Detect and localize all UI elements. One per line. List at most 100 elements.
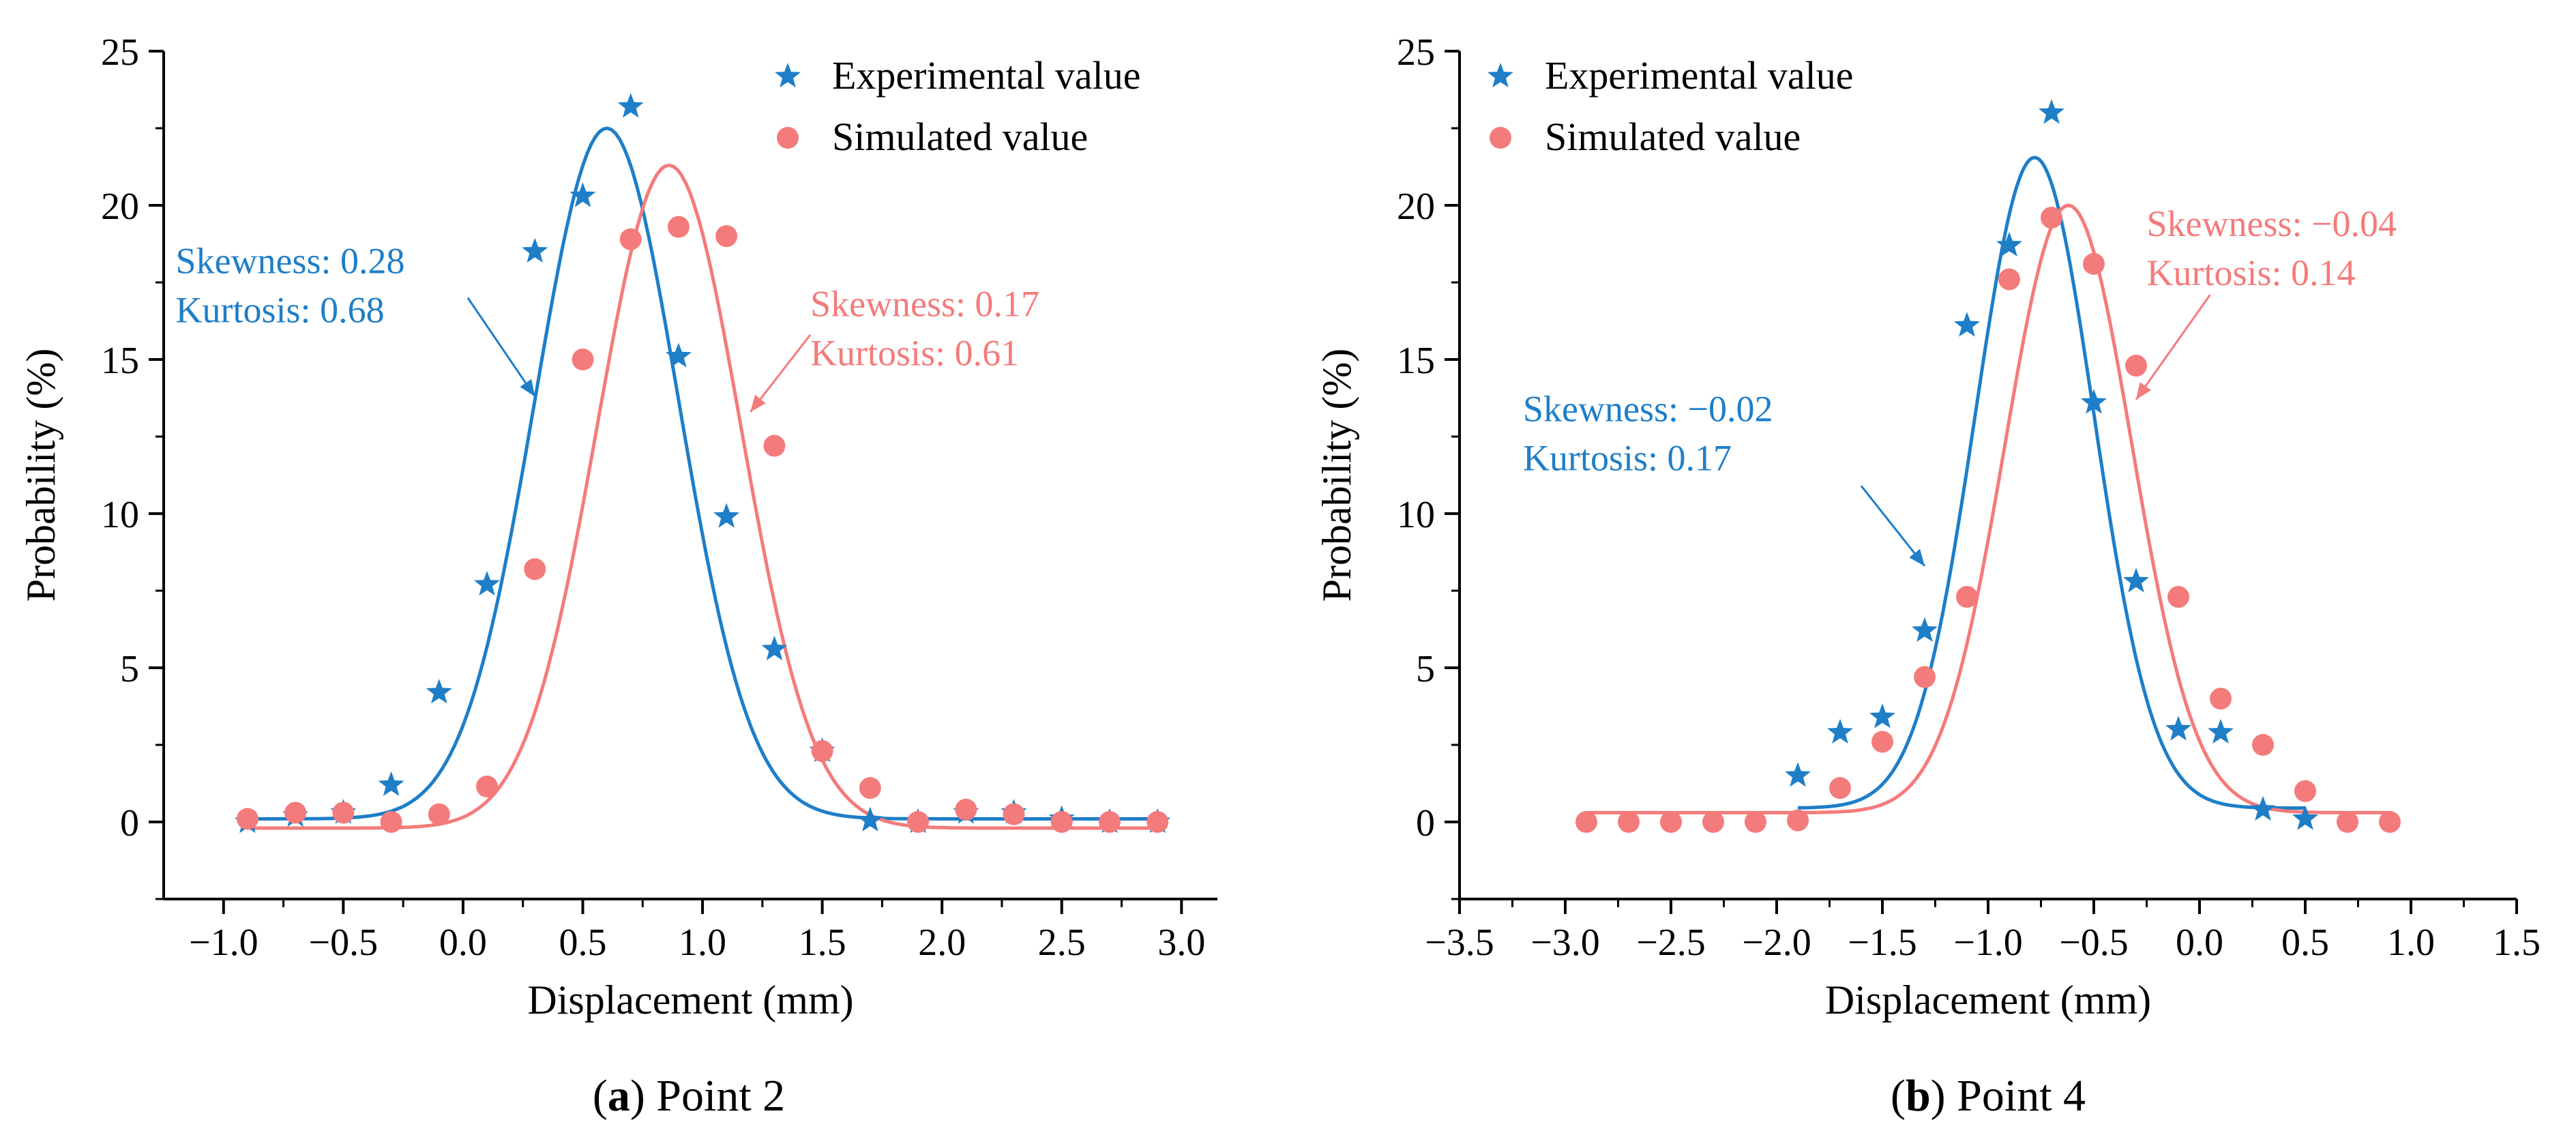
annotation-arrowhead-simulated-b xyxy=(2136,382,2152,400)
annotation-arrow-experimental-a xyxy=(467,297,536,398)
legend-label-simulated-b: Simulated value xyxy=(1545,115,1801,159)
data-point-experimental-a xyxy=(522,237,548,263)
data-point-experimental-a xyxy=(761,635,788,661)
data-point-simulated-b xyxy=(2125,355,2147,377)
data-point-experimental-b xyxy=(2081,389,2107,414)
annotation-experimental-kurtosis-a: Kurtosis: 0.68 xyxy=(176,289,385,330)
data-point-experimental-b xyxy=(2123,568,2149,593)
data-point-simulated-a xyxy=(476,776,499,798)
legend-marker-experimental-b xyxy=(1487,63,1513,88)
data-point-simulated-a xyxy=(380,811,402,833)
data-point-simulated-a xyxy=(524,558,546,580)
x-axis-label-b: Displacement (mm) xyxy=(1825,977,2151,1022)
data-point-simulated-b xyxy=(2337,811,2358,833)
caption-a: (a) Point 2 xyxy=(593,1071,785,1121)
x-tick-label-b: 1.0 xyxy=(2387,922,2435,964)
x-tick-label-a: −0.5 xyxy=(309,922,379,964)
fit-curve-simulated-b xyxy=(1586,203,2390,814)
data-point-experimental-a xyxy=(617,93,644,118)
data-point-experimental-a xyxy=(569,182,596,207)
data-point-simulated-b xyxy=(2041,207,2062,229)
data-point-simulated-a xyxy=(1050,811,1073,833)
caption-b: (b) Point 4 xyxy=(1891,1071,2086,1121)
y-tick-label-a: 5 xyxy=(120,648,139,690)
annotation-simulated-skewness-b: Skewness: −0.04 xyxy=(2147,203,2397,244)
y-tick-label-a: 15 xyxy=(101,340,139,382)
x-tick-label-b: −2.5 xyxy=(1636,922,1706,964)
x-tick-label-b: 1.5 xyxy=(2493,922,2541,964)
data-point-simulated-a xyxy=(1098,811,1121,833)
data-point-experimental-b xyxy=(2292,805,2318,830)
data-point-experimental-a xyxy=(665,342,692,368)
data-point-experimental-a xyxy=(474,571,501,596)
data-point-simulated-a xyxy=(907,811,930,833)
data-point-simulated-b xyxy=(1829,777,1851,799)
x-tick-label-a: 0.5 xyxy=(559,922,606,964)
chart-panel-b: −3.5 −3.0 −2.5 −2.0 −1.5 −1.0 −0.5 0.0 0.5 1.0 1.5… xyxy=(1314,31,2541,1121)
x-tick-label-a: −1.0 xyxy=(189,922,258,964)
data-point-experimental-b xyxy=(2165,716,2191,741)
legend-label-simulated-a: Simulated value xyxy=(832,115,1088,159)
data-point-experimental-b xyxy=(2039,99,2064,124)
data-point-simulated-b xyxy=(1702,811,1724,833)
data-point-experimental-b xyxy=(1996,231,2022,256)
annotation-simulated-kurtosis-a: Kurtosis: 0.61 xyxy=(810,333,1019,374)
x-tick-label-b: −0.5 xyxy=(2059,922,2129,964)
data-point-simulated-a xyxy=(715,225,738,248)
data-point-experimental-a xyxy=(378,771,404,796)
y-axis-label-a: Probability (%) xyxy=(18,349,63,602)
data-point-experimental-a xyxy=(857,806,883,831)
legend-marker-simulated-a xyxy=(777,127,799,149)
data-point-experimental-b xyxy=(1869,703,1895,728)
annotation-simulated-skewness-a: Skewness: 0.17 xyxy=(810,284,1039,325)
data-point-simulated-b xyxy=(1618,811,1640,833)
data-point-experimental-b xyxy=(2250,795,2276,821)
y-tick-label-a: 10 xyxy=(101,494,139,536)
y-axis-label-b: Probability (%) xyxy=(1314,349,1359,602)
annotation-arrowhead-simulated-a xyxy=(750,394,766,412)
data-point-simulated-a xyxy=(763,435,786,457)
data-point-simulated-a xyxy=(332,801,355,824)
data-point-simulated-a xyxy=(1146,811,1169,833)
y-tick-label-b: 5 xyxy=(1416,648,1435,690)
data-point-experimental-b xyxy=(1912,617,1938,642)
y-tick-label-a: 25 xyxy=(101,31,139,74)
data-point-simulated-b xyxy=(1956,586,1978,608)
annotation-arrowhead-experimental-b xyxy=(1909,548,1925,566)
y-tick-label-b: 10 xyxy=(1397,494,1435,536)
data-point-experimental-a xyxy=(426,679,452,704)
x-tick-label-a: 2.0 xyxy=(918,922,966,964)
y-tick-label-b: 20 xyxy=(1397,186,1435,228)
x-axis-label-a: Displacement (mm) xyxy=(527,977,853,1022)
data-point-experimental-b xyxy=(1785,762,1811,787)
data-point-simulated-a xyxy=(1003,803,1025,825)
x-tick-label-b: 0.0 xyxy=(2176,922,2223,964)
data-point-simulated-a xyxy=(428,803,450,825)
x-tick-label-a: 2.5 xyxy=(1038,922,1086,964)
legend-marker-simulated-b xyxy=(1490,127,1511,149)
data-point-simulated-a xyxy=(811,740,833,763)
fit-curve-experimental-b xyxy=(1798,156,2305,810)
x-tick-label-b: 0.5 xyxy=(2281,922,2329,964)
data-point-simulated-a xyxy=(955,798,977,821)
x-tick-label-b: −2.0 xyxy=(1742,922,1811,964)
data-point-simulated-b xyxy=(1871,731,1893,753)
x-tick-label-a: 3.0 xyxy=(1157,922,1205,964)
data-point-simulated-a xyxy=(236,808,258,830)
annotation-arrow-simulated-b xyxy=(2135,294,2211,400)
annotation-experimental-kurtosis-b: Kurtosis: 0.17 xyxy=(1523,437,1732,478)
legend-marker-experimental-a xyxy=(775,63,801,88)
data-point-simulated-b xyxy=(1660,811,1682,833)
data-point-simulated-b xyxy=(1998,268,2020,291)
annotation-arrowhead-experimental-a xyxy=(520,379,535,397)
data-point-simulated-a xyxy=(859,777,881,799)
x-tick-label-a: 1.5 xyxy=(799,922,846,964)
data-point-simulated-b xyxy=(2252,734,2274,756)
y-tick-label-b: 0 xyxy=(1416,802,1435,844)
annotation-experimental-skewness-b: Skewness: −0.02 xyxy=(1523,388,1773,429)
annotation-experimental-skewness-a: Skewness: 0.28 xyxy=(176,240,405,281)
data-point-simulated-b xyxy=(1787,809,1809,831)
annotation-arrow-experimental-b xyxy=(1860,485,1926,567)
data-point-experimental-b xyxy=(1954,312,1980,337)
